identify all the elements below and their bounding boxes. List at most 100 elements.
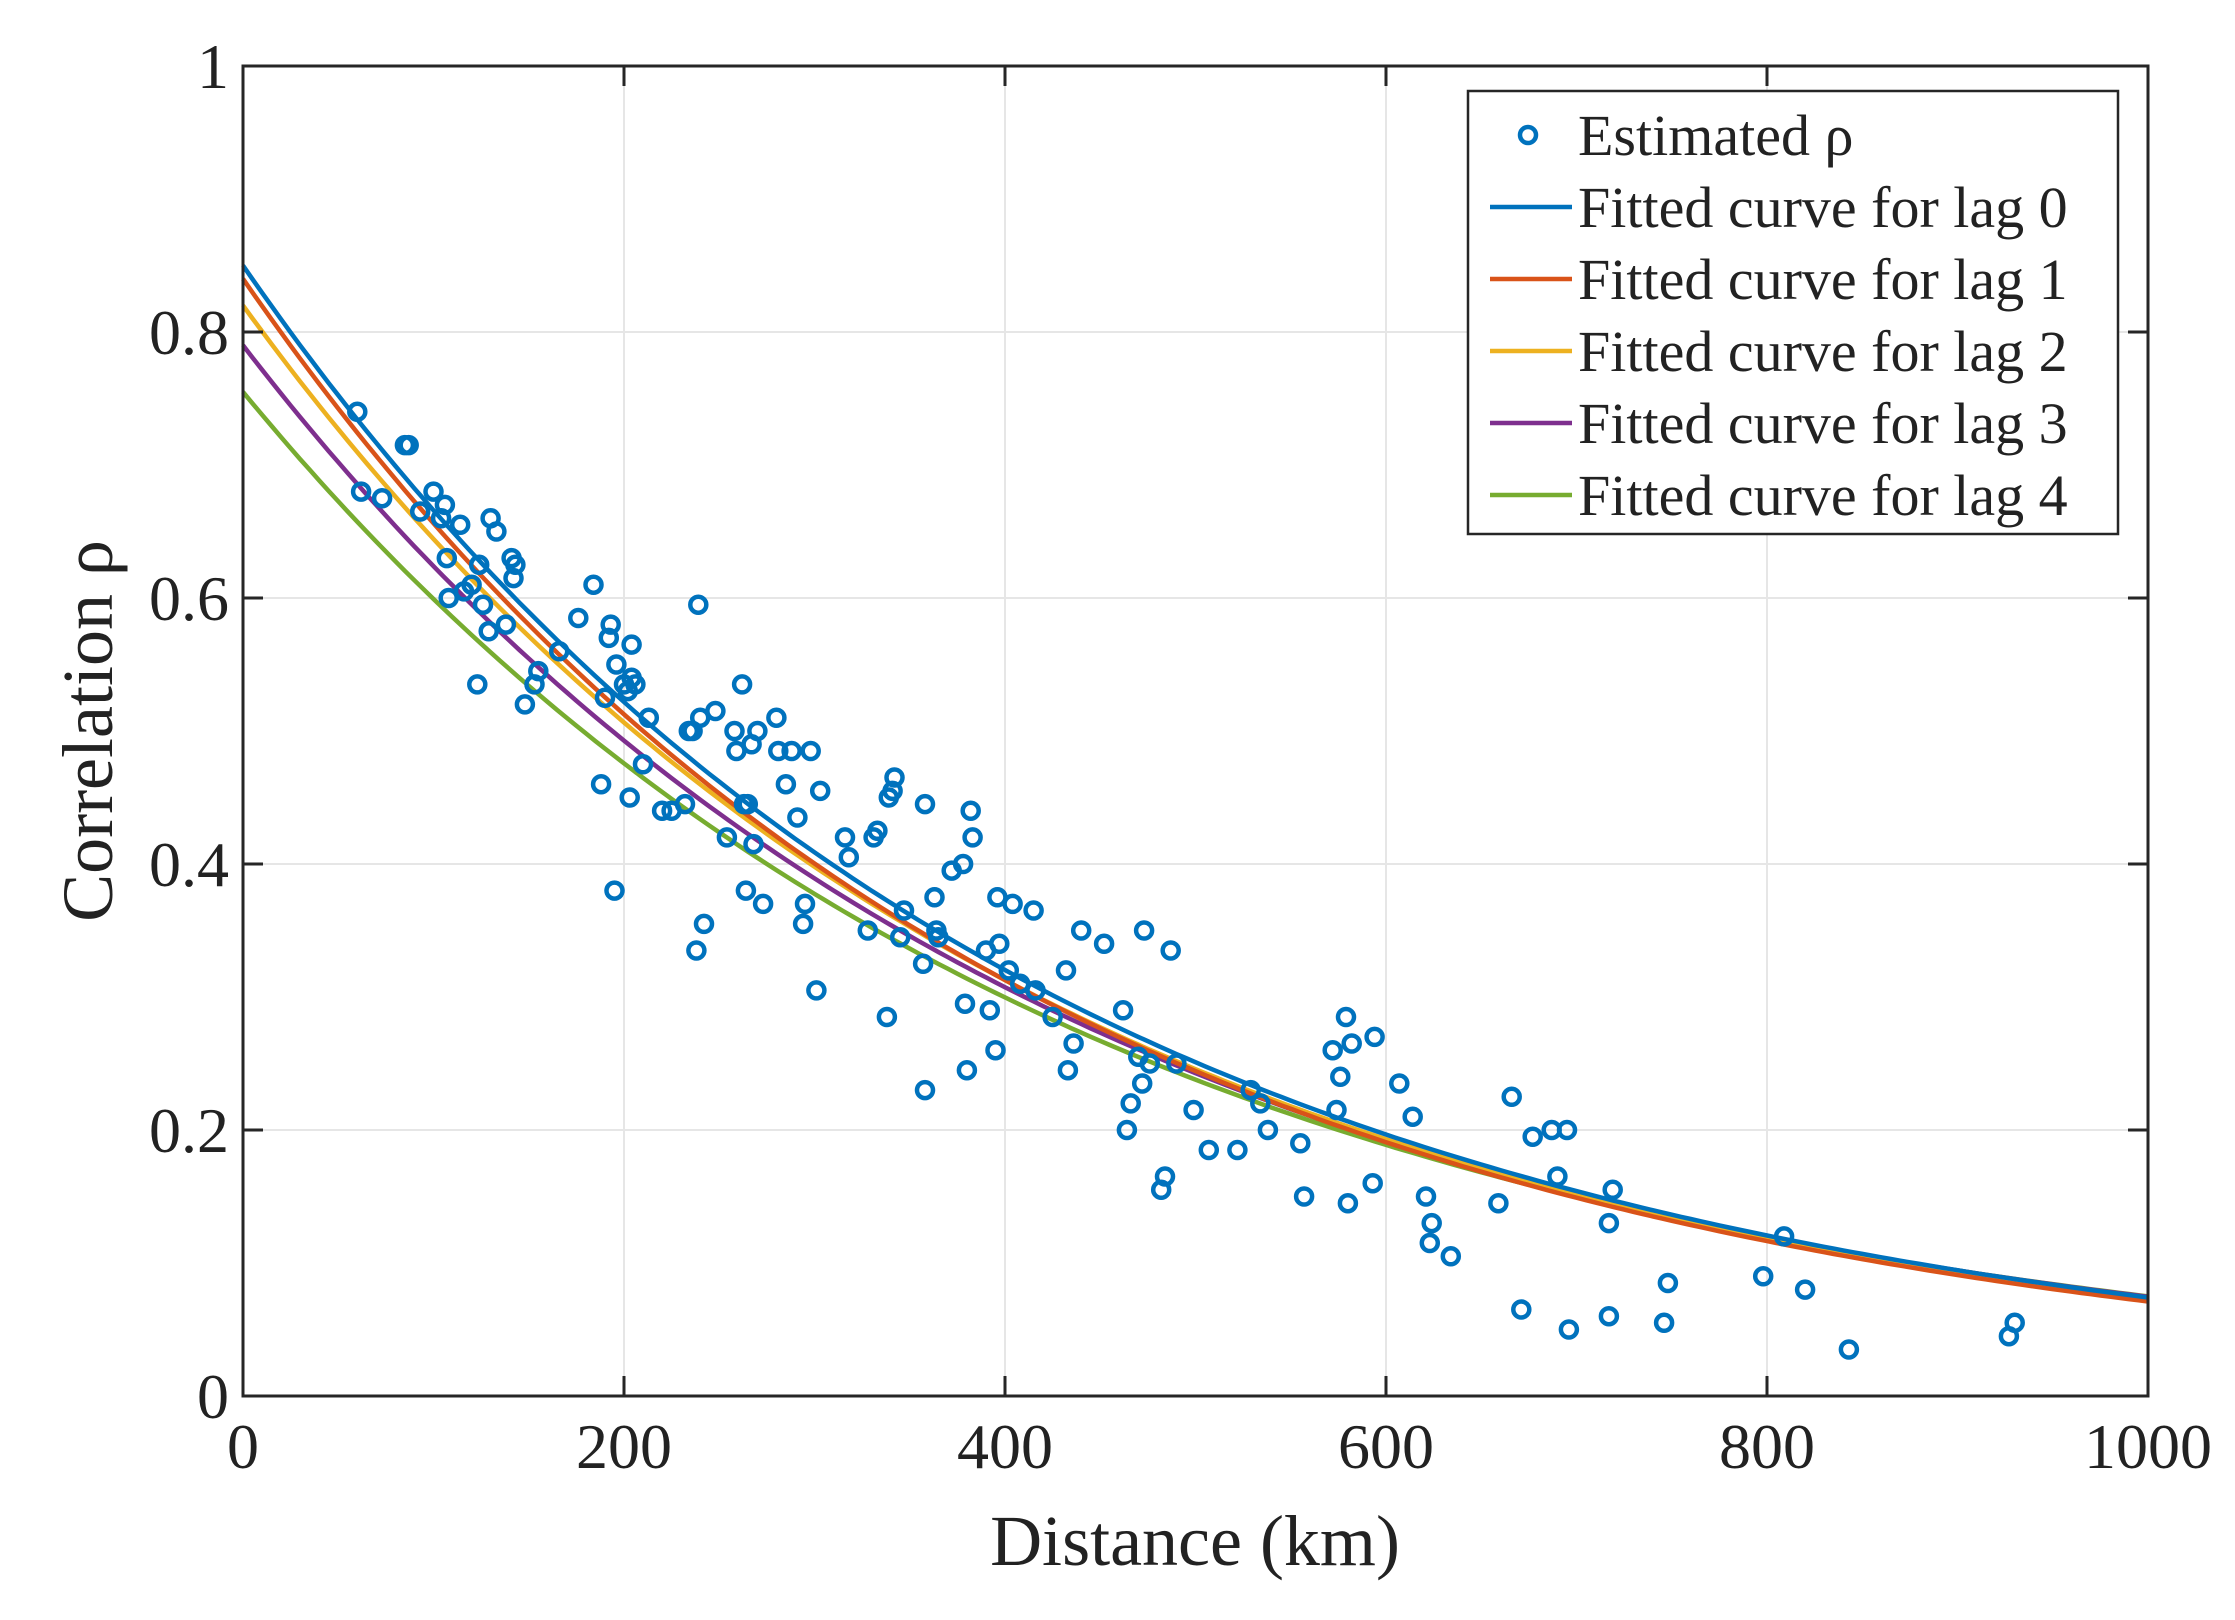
scatter-point bbox=[1389, 1073, 1410, 1094]
y-tick-label: 0.6 bbox=[149, 563, 229, 634]
scatter-point bbox=[781, 740, 802, 762]
scatter-point bbox=[1415, 1186, 1437, 1207]
legend-label-lag-4: Fitted curve for lag 4 bbox=[1578, 463, 2068, 528]
scatter-point bbox=[1198, 1139, 1220, 1161]
scatter-point bbox=[806, 980, 827, 1001]
scatter-point bbox=[1511, 1299, 1532, 1320]
legend-marker-estimated bbox=[1517, 124, 1539, 146]
scatter-point bbox=[1093, 933, 1115, 955]
scatter-point bbox=[1602, 1179, 1623, 1201]
scatter-point bbox=[1838, 1339, 1860, 1360]
scatter-point bbox=[838, 847, 860, 868]
scatter-point bbox=[884, 767, 905, 788]
x-tick-label: 400 bbox=[957, 1411, 1053, 1482]
scatter-point bbox=[1547, 1166, 1568, 1187]
scatter-point bbox=[1322, 1039, 1343, 1061]
scatter-point bbox=[423, 481, 444, 502]
legend-label-lag-1: Fitted curve for lag 1 bbox=[1578, 247, 2068, 312]
scatter-point bbox=[1055, 960, 1077, 981]
scatter-point bbox=[2004, 1312, 2025, 1334]
scatter-point bbox=[495, 614, 517, 635]
scatter-point bbox=[625, 674, 646, 695]
scatter-point bbox=[952, 853, 974, 875]
y-axis-label: Correlation ρ bbox=[48, 540, 128, 922]
scatter-point bbox=[583, 574, 604, 595]
scatter-point bbox=[503, 567, 524, 589]
scatter-point bbox=[731, 674, 753, 695]
scatter-point bbox=[979, 1000, 1001, 1021]
scatter-point bbox=[1598, 1212, 1620, 1234]
scatter-point bbox=[1488, 1192, 1509, 1214]
scatter-point bbox=[590, 773, 612, 795]
scatter-point bbox=[548, 640, 570, 662]
scatter-point bbox=[1112, 1000, 1134, 1021]
scatter-point bbox=[505, 554, 526, 576]
scatter-point bbox=[1364, 1026, 1385, 1048]
scatter-point bbox=[809, 780, 831, 802]
scatter-point bbox=[1160, 940, 1181, 961]
scatter-point bbox=[409, 501, 431, 522]
scatter-point bbox=[998, 960, 1020, 981]
scatter-point bbox=[674, 793, 696, 815]
scatter-point bbox=[621, 634, 642, 655]
scatter-point bbox=[1326, 1099, 1347, 1121]
scatter-point bbox=[1057, 1059, 1079, 1081]
scatter-point bbox=[912, 953, 934, 975]
scatter-point bbox=[775, 773, 797, 795]
scatter-point bbox=[1131, 1073, 1153, 1094]
scatter-point bbox=[1341, 1033, 1362, 1054]
scatter-point bbox=[1335, 1006, 1357, 1028]
scatter-point bbox=[688, 594, 709, 615]
scatter-point bbox=[436, 547, 458, 569]
scatter-point bbox=[724, 720, 745, 742]
scatter-point bbox=[1227, 1139, 1248, 1161]
legend: Estimated ρ Fitted curve for lag 0 Fitte… bbox=[1466, 89, 2120, 536]
x-tick-label: 600 bbox=[1338, 1411, 1434, 1482]
scatter-point bbox=[347, 401, 368, 423]
scatter-point bbox=[735, 880, 757, 901]
scatter-point bbox=[350, 481, 372, 502]
scatter-point bbox=[434, 494, 456, 516]
scatter-point bbox=[914, 793, 936, 815]
scatter-point bbox=[787, 807, 808, 828]
x-axis-label: Distance (km) bbox=[990, 1501, 1400, 1581]
scatter-point bbox=[1166, 1053, 1187, 1074]
scatter-point bbox=[800, 740, 821, 762]
scatter-point bbox=[882, 780, 903, 802]
scatter-point bbox=[989, 933, 1010, 955]
scatter-point bbox=[651, 800, 673, 822]
scatter-point bbox=[1257, 1119, 1279, 1141]
scatter-point bbox=[737, 793, 759, 815]
scatter-point bbox=[594, 687, 616, 709]
scatter-point bbox=[478, 621, 499, 642]
scatter-point bbox=[867, 820, 888, 842]
scatter-point bbox=[956, 1059, 978, 1081]
scatter-point bbox=[632, 754, 654, 775]
scatter-point bbox=[1522, 1126, 1543, 1147]
scatter-point bbox=[1501, 1086, 1522, 1108]
legend-label-lag-2: Fitted curve for lag 2 bbox=[1578, 319, 2068, 384]
scatter-point bbox=[705, 700, 726, 722]
y-tick-label: 0.8 bbox=[149, 297, 229, 368]
scatter-point bbox=[752, 893, 774, 915]
fitted-curves bbox=[241, 264, 2149, 1304]
scatter-point bbox=[486, 521, 507, 542]
scatter-point bbox=[857, 920, 879, 941]
scatter-point bbox=[1362, 1172, 1383, 1194]
scatter-point bbox=[1558, 1319, 1580, 1340]
scatter-point bbox=[568, 607, 589, 629]
scatter-point bbox=[638, 707, 660, 728]
scatter-point bbox=[472, 594, 494, 615]
scatter-point bbox=[1440, 1246, 1462, 1267]
scatter-point bbox=[1070, 920, 1092, 941]
scatter-point bbox=[371, 487, 393, 509]
scatter-point bbox=[1330, 1066, 1351, 1088]
scatter-point bbox=[1337, 1192, 1359, 1214]
scatter-point bbox=[954, 993, 976, 1014]
scatter-point bbox=[716, 827, 738, 848]
axis-ticks: 0 200 400 600 800 1000 0 0.2 0.4 0.6 0.8 1 bbox=[149, 31, 2212, 1482]
scatter-point bbox=[893, 900, 915, 921]
scatter-point bbox=[985, 1039, 1006, 1061]
y-tick-label: 0 bbox=[197, 1361, 229, 1432]
scatter-point bbox=[1002, 893, 1023, 915]
